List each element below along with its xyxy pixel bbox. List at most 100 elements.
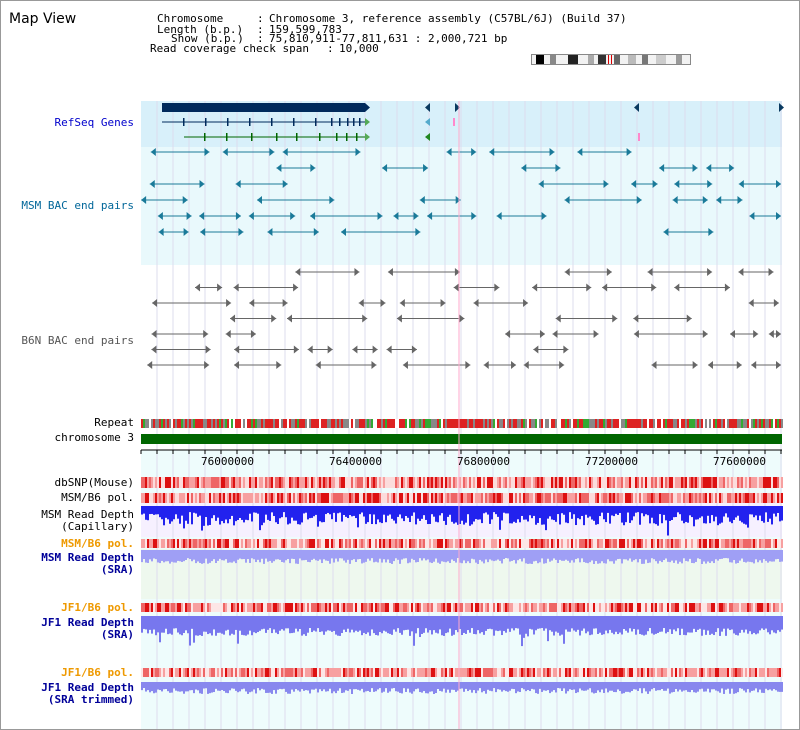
heat-cell: [671, 539, 673, 548]
depth-bar: [487, 550, 489, 563]
gene-arrow[interactable]: [425, 103, 430, 112]
depth-bar: [201, 506, 203, 531]
chromosome-bar[interactable]: [141, 434, 782, 444]
heat-cell: [655, 493, 657, 503]
heat-cell: [513, 493, 515, 503]
repeat-segment: [207, 419, 209, 428]
heat-cell: [307, 477, 309, 488]
depth-bar: [757, 550, 759, 563]
jf1-pol-track-1[interactable]: [141, 603, 783, 612]
heat-cell: [625, 477, 627, 488]
depth-bar: [189, 506, 191, 513]
repeat-segment: [645, 419, 647, 428]
heat-cell: [229, 539, 231, 548]
depth-bar: [341, 682, 343, 694]
msm-bac-end-pairs-track[interactable]: [141, 148, 781, 236]
bac-end: [269, 148, 275, 156]
gene-arrow[interactable]: [779, 103, 784, 112]
b6n-bac-end-pairs-track[interactable]: [147, 268, 781, 369]
depth-bar: [629, 506, 631, 523]
chromosome-ideogram[interactable]: [531, 54, 691, 65]
heat-cell: [339, 668, 341, 677]
depth-bar: [583, 550, 585, 563]
heat-cell: [667, 539, 669, 548]
depth-bar: [457, 682, 459, 691]
depth-bar: [367, 550, 369, 559]
depth-bar: [357, 550, 359, 560]
repeat-segment: [767, 419, 769, 428]
heat-cell: [159, 668, 161, 677]
depth-bar: [703, 506, 705, 524]
axis-tick-label: 76400000: [329, 455, 382, 468]
heat-cell: [187, 668, 189, 677]
depth-bar: [495, 616, 497, 631]
repeat-track[interactable]: [141, 419, 783, 428]
refseq-genes-track[interactable]: [162, 103, 784, 141]
repeat-segment: [353, 419, 355, 428]
heat-cell: [553, 493, 555, 503]
msm-depth-sra-track[interactable]: [141, 550, 783, 564]
heat-cell: [405, 539, 407, 548]
depth-bar: [615, 506, 617, 514]
depth-bar: [505, 550, 507, 559]
depth-bar: [243, 616, 245, 636]
depth-bar: [295, 550, 297, 564]
depth-bar: [147, 682, 149, 691]
heat-cell: [185, 603, 187, 612]
depth-bar: [285, 506, 287, 518]
heat-cell: [555, 603, 557, 612]
heat-cell: [489, 668, 491, 677]
heat-cell: [305, 539, 307, 548]
msm-pol-track-1[interactable]: [141, 493, 783, 503]
heat-cell: [691, 603, 693, 612]
depth-bar: [195, 682, 197, 690]
depth-bar: [507, 616, 509, 629]
heat-cell: [649, 477, 651, 488]
msm-depth-capillary-track[interactable]: [141, 506, 783, 536]
heat-cell: [485, 668, 487, 677]
heat-cell: [721, 477, 723, 488]
heat-cell: [373, 477, 375, 488]
depth-bar: [347, 682, 349, 691]
heat-cell: [709, 493, 711, 503]
depth-bar: [325, 616, 327, 632]
gene-arrow[interactable]: [634, 103, 639, 112]
msm-pol-track-2[interactable]: [141, 539, 783, 548]
heat-cell: [393, 539, 395, 548]
heat-cell: [735, 493, 737, 503]
jf1-depth-sra-track[interactable]: [141, 616, 783, 647]
depth-bar: [345, 616, 347, 632]
heat-cell: [659, 603, 661, 612]
heat-cell: [297, 668, 299, 677]
depth-bar: [285, 550, 287, 561]
heat-cell: [149, 539, 151, 548]
heat-cell: [207, 493, 209, 503]
depth-bar: [307, 506, 309, 520]
depth-bar: [277, 682, 279, 690]
heat-cell: [465, 493, 467, 503]
depth-bar: [405, 550, 407, 559]
depth-bar: [581, 682, 583, 691]
jf1-pol-track-2[interactable]: [141, 668, 783, 677]
heat-cell: [577, 493, 579, 503]
depth-bar: [743, 616, 745, 633]
depth-bar: [343, 682, 345, 693]
gene-arrow[interactable]: [455, 103, 460, 112]
dbsnp-track[interactable]: [141, 477, 783, 488]
heat-cell: [413, 603, 415, 612]
heat-cell: [255, 603, 257, 612]
depth-bar: [769, 550, 771, 562]
gene-arrow[interactable]: [425, 118, 430, 126]
heat-cell: [381, 668, 383, 677]
repeat-segment: [245, 419, 247, 428]
repeat-segment: [641, 419, 643, 428]
repeat-segment: [297, 419, 299, 428]
gene-arrow[interactable]: [425, 133, 430, 141]
gene-feature[interactable]: [162, 103, 365, 112]
repeat-segment: [737, 419, 739, 428]
jf1-depth-trimmed-track[interactable]: [141, 682, 783, 694]
heat-cell: [457, 539, 459, 548]
heat-cell: [507, 539, 509, 548]
heat-cell: [681, 668, 683, 677]
